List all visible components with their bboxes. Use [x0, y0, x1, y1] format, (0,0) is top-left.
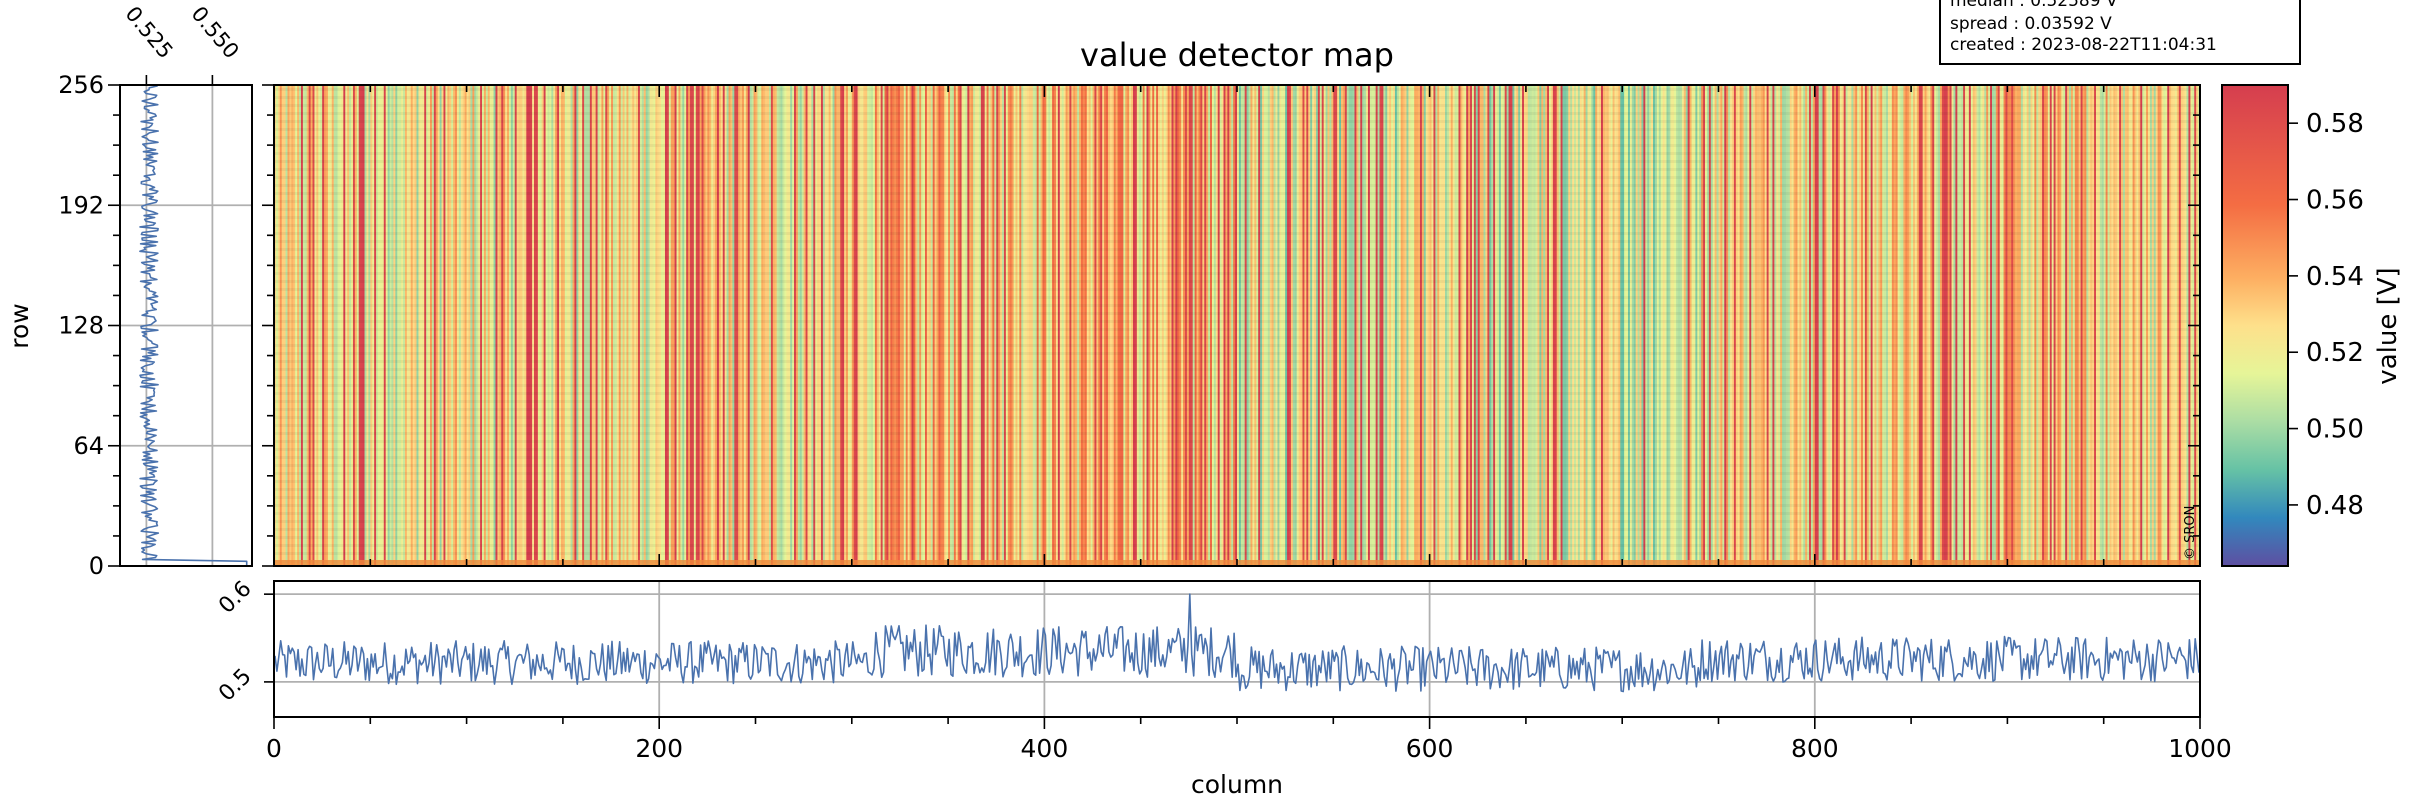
- column-panel-ticks: [264, 593, 2201, 729]
- row-panel-tick-label-0525: 0.525: [121, 2, 178, 63]
- column-median-trace: [274, 593, 2200, 693]
- colorbar-gradient: [2222, 85, 2288, 566]
- colorbar-tick-label-058: 0.58: [2306, 109, 2364, 139]
- row-median-panel: 0.525 0.550 0 64 128 192 256 row: [5, 2, 253, 580]
- column-median-panel: 0.5 0.6 0 200 400 600 800 1000 column: [214, 576, 2232, 799]
- watermark: © SRON: [2183, 506, 2198, 560]
- colorbar-tick-labels: 0.48 0.50 0.52 0.54 0.56 0.58: [2306, 109, 2364, 521]
- row-panel-tick-label-0550: 0.550: [187, 2, 244, 63]
- column-tick-label-400: 400: [1021, 734, 1069, 763]
- heatmap-panel: © SRON: [262, 84, 2201, 567]
- column-tick-label-1000: 1000: [2168, 734, 2232, 763]
- column-panel-frame: [273, 580, 2201, 718]
- column-panel-tick-label-05: 0.5: [214, 664, 256, 706]
- colorbar-tick-label-054: 0.54: [2306, 262, 2364, 292]
- column-tick-label-800: 800: [1791, 734, 1839, 763]
- column-axis-labels: 0 200 400 600 800 1000: [266, 734, 2232, 763]
- colorbar-tick-label-052: 0.52: [2306, 338, 2364, 368]
- chart-title: value detector map: [1080, 36, 1394, 74]
- x-axis-label: column: [1191, 770, 1283, 799]
- row-panel-frame: [119, 84, 253, 567]
- colorbar-ticks: [2288, 122, 2298, 506]
- row-tick-label-128: 128: [58, 312, 104, 340]
- colorbar-label: value [V]: [2373, 267, 2403, 384]
- column-tick-label-200: 200: [635, 734, 683, 763]
- row-panel-ticks: [108, 75, 214, 567]
- info-median: median : 0.52589 V: [1950, 0, 2118, 11]
- colorbar-tick-label-050: 0.50: [2306, 415, 2364, 445]
- heatmap-row-texture: [274, 85, 2200, 566]
- y-axis-label: row: [5, 303, 34, 348]
- column-tick-label-600: 600: [1406, 734, 1454, 763]
- info-box: median : 0.52589 V spread : 0.03592 V cr…: [1939, 0, 2301, 65]
- row-median-trace: [139, 85, 248, 566]
- row-tick-label-192: 192: [58, 191, 104, 219]
- heatmap-ticks: [262, 84, 2201, 567]
- info-box-frame: [1939, 0, 2301, 65]
- row-panel-value-labels: 0.525 0.550: [121, 2, 244, 63]
- colorbar-frame: [2221, 84, 2289, 567]
- column-tick-label-0: 0: [266, 734, 282, 763]
- heatmap-frame: [273, 84, 2201, 567]
- info-spread: spread : 0.03592 V: [1950, 14, 2112, 34]
- info-created: created : 2023-08-22T11:04:31: [1950, 35, 2217, 55]
- colorbar: 0.48 0.50 0.52 0.54 0.56 0.58 value [V]: [2221, 84, 2403, 567]
- row-panel-grid: [120, 85, 252, 566]
- column-panel-grid: [274, 581, 2200, 717]
- row-tick-label-0: 0: [89, 552, 104, 580]
- row-tick-label-64: 64: [73, 432, 104, 460]
- column-panel-tick-label-06: 0.6: [214, 576, 256, 618]
- row-axis-labels: 0 64 128 192 256: [58, 71, 104, 580]
- row-tick-label-256: 256: [58, 71, 104, 99]
- colorbar-tick-label-056: 0.56: [2306, 186, 2364, 216]
- colorbar-tick-label-048: 0.48: [2306, 491, 2364, 521]
- column-panel-value-labels: 0.5 0.6: [214, 576, 256, 706]
